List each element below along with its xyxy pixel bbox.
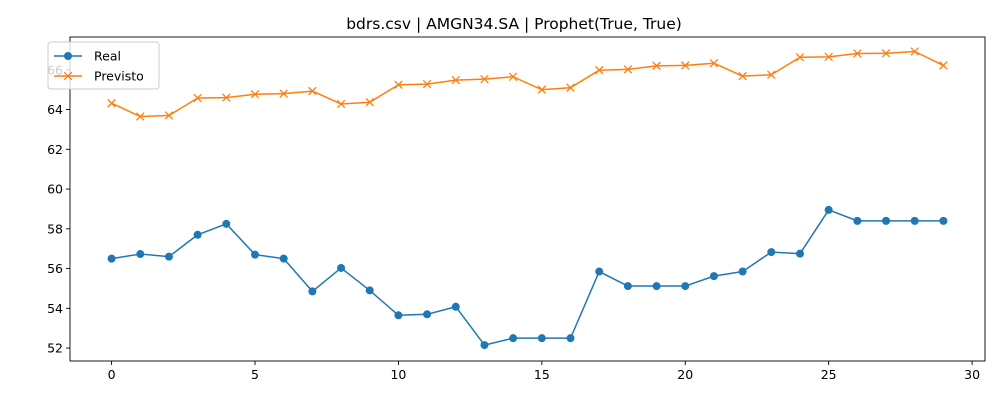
data-point <box>882 216 891 225</box>
data-point <box>853 216 862 225</box>
data-point <box>738 71 747 81</box>
data-point <box>652 282 661 291</box>
data-point <box>337 263 346 272</box>
plot-area: 0510152025305254565860626466 <box>47 36 986 382</box>
data-point <box>365 286 374 295</box>
data-point <box>394 80 403 89</box>
data-point <box>251 250 260 259</box>
legend-item-previsto: Previsto <box>54 69 144 84</box>
x-axis: 0 5 10 15 20 25 30 <box>108 361 980 382</box>
data-point <box>680 61 690 70</box>
data-point <box>795 53 805 62</box>
y-tick-label: 64 <box>47 102 63 117</box>
data-point <box>881 49 891 58</box>
data-point <box>480 74 489 84</box>
legend-label: Real <box>94 49 121 64</box>
data-point <box>423 310 432 319</box>
data-point <box>279 89 288 98</box>
y-tick-label: 52 <box>47 341 63 356</box>
data-point <box>279 254 288 263</box>
legend-item-real: Real <box>54 49 121 64</box>
data-point <box>566 334 575 343</box>
data-point <box>709 272 718 281</box>
data-point <box>193 93 202 103</box>
data-point <box>910 47 919 56</box>
data-point <box>308 287 317 296</box>
data-point <box>910 216 919 225</box>
data-point <box>795 249 804 258</box>
data-point <box>824 52 833 62</box>
data-point <box>336 99 346 109</box>
data-point <box>394 311 403 320</box>
data-point <box>508 72 518 82</box>
x-tick-label: 20 <box>677 367 693 382</box>
data-point <box>451 75 461 85</box>
y-tick-label: 60 <box>47 182 63 197</box>
data-point <box>422 79 432 89</box>
data-point <box>222 219 231 228</box>
series-real <box>107 205 948 350</box>
series-line-real <box>111 209 944 346</box>
data-point <box>767 248 776 257</box>
legend-box <box>47 41 160 90</box>
data-point <box>652 61 661 71</box>
data-point <box>681 282 690 291</box>
axes-frame <box>69 36 986 362</box>
y-tick-label: 56 <box>47 261 63 276</box>
legend: Real Previsto <box>47 41 160 90</box>
data-point <box>193 230 202 239</box>
data-point <box>222 93 231 102</box>
data-point <box>509 334 518 343</box>
data-point <box>365 97 375 107</box>
y-tick-label: 62 <box>47 142 63 157</box>
data-point <box>623 282 632 291</box>
data-point <box>853 49 862 58</box>
x-tick-label: 10 <box>390 367 406 382</box>
data-point <box>939 61 948 70</box>
data-point <box>107 98 116 108</box>
legend-marker-icon <box>64 52 72 60</box>
data-point <box>250 89 260 99</box>
data-point <box>709 58 719 68</box>
data-point <box>537 334 546 343</box>
x-tick-label: 15 <box>534 367 550 382</box>
legend-marker-icon <box>63 71 73 81</box>
y-tick-label: 54 <box>47 301 63 316</box>
data-point <box>136 112 145 121</box>
data-point <box>595 267 604 276</box>
data-point <box>623 65 633 74</box>
x-tick-label: 5 <box>251 367 259 382</box>
data-point <box>594 65 604 75</box>
x-tick-label: 30 <box>964 367 980 382</box>
data-point <box>451 302 460 311</box>
data-point <box>738 267 747 276</box>
x-tick-label: 0 <box>108 367 116 382</box>
y-tick-label: 58 <box>47 221 63 236</box>
data-point <box>566 83 575 92</box>
x-tick-label: 25 <box>821 367 837 382</box>
data-point <box>136 250 145 259</box>
data-point <box>824 205 833 214</box>
series-previsto <box>107 47 948 121</box>
data-point <box>480 341 489 350</box>
data-point <box>308 86 317 96</box>
data-point <box>767 70 776 80</box>
data-point <box>164 252 173 261</box>
data-point <box>164 111 174 120</box>
legend-label: Previsto <box>94 69 144 84</box>
data-point <box>537 85 547 94</box>
data-point <box>107 254 116 263</box>
chart-title: bdrs.csv | AMGN34.SA | Prophet(True, Tru… <box>346 15 682 33</box>
data-point <box>939 216 948 225</box>
series-line-previsto <box>111 50 944 118</box>
